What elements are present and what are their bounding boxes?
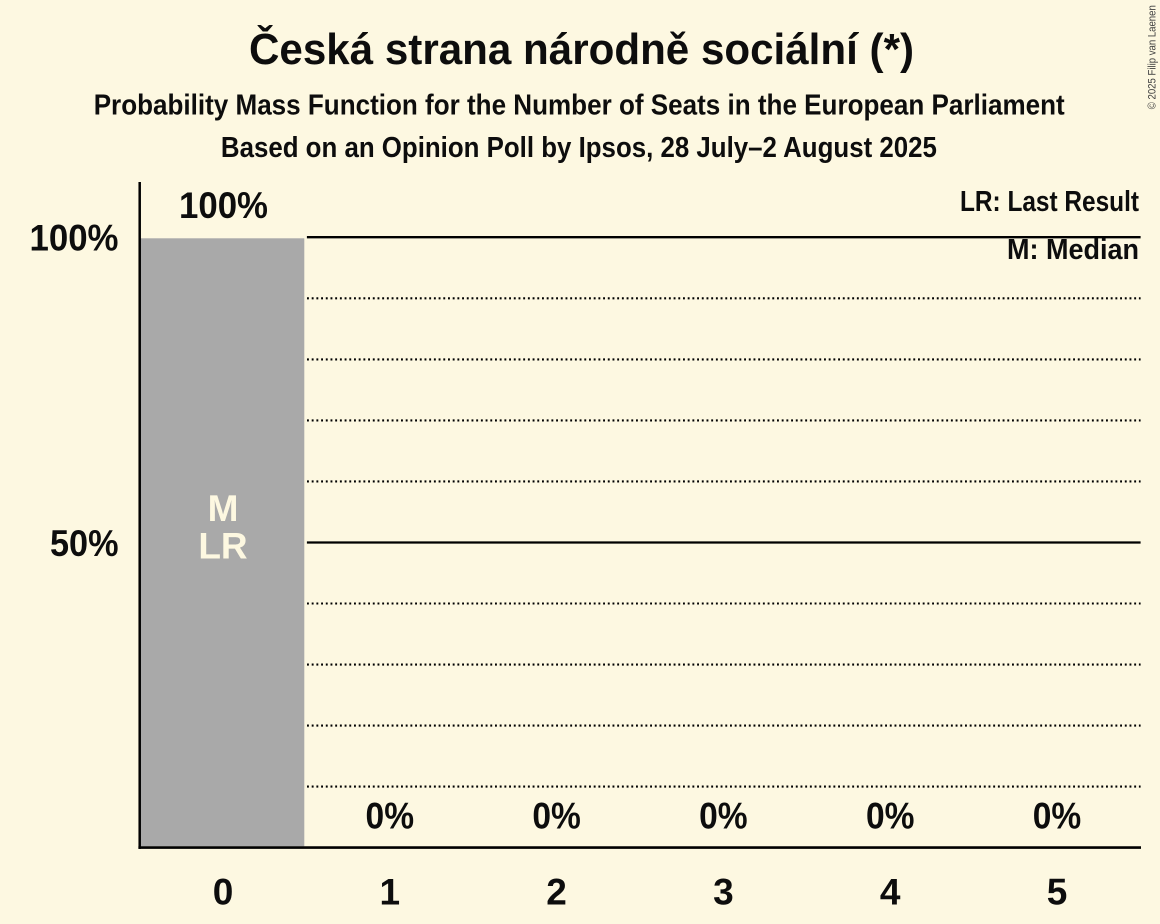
svg-text:2: 2 (546, 871, 567, 912)
svg-text:LR: LR (198, 525, 247, 566)
svg-text:3: 3 (713, 871, 734, 912)
svg-text:Česká strana národně sociální: Česká strana národně sociální (*) (249, 23, 914, 74)
svg-text:50%: 50% (50, 523, 119, 564)
svg-text:0%: 0% (699, 795, 748, 836)
svg-text:Probability Mass Function for: Probability Mass Function for the Number… (94, 89, 1065, 121)
svg-text:0%: 0% (1033, 795, 1082, 836)
svg-text:M: Median: M: Median (1007, 234, 1139, 266)
svg-text:100%: 100% (179, 185, 268, 226)
svg-text:0%: 0% (366, 795, 415, 836)
svg-text:0%: 0% (866, 795, 915, 836)
svg-text:LR: Last Result: LR: Last Result (960, 186, 1139, 218)
svg-text:© 2025 Filip van Laenen: © 2025 Filip van Laenen (1147, 5, 1159, 109)
svg-text:Based on an Opinion Poll by Ip: Based on an Opinion Poll by Ipsos, 28 Ju… (221, 132, 937, 164)
svg-text:5: 5 (1047, 871, 1068, 912)
svg-text:0%: 0% (532, 795, 581, 836)
svg-text:0: 0 (213, 871, 234, 912)
svg-text:4: 4 (880, 871, 901, 912)
svg-text:M: M (208, 488, 239, 529)
svg-text:1: 1 (380, 871, 401, 912)
svg-text:100%: 100% (30, 218, 119, 259)
